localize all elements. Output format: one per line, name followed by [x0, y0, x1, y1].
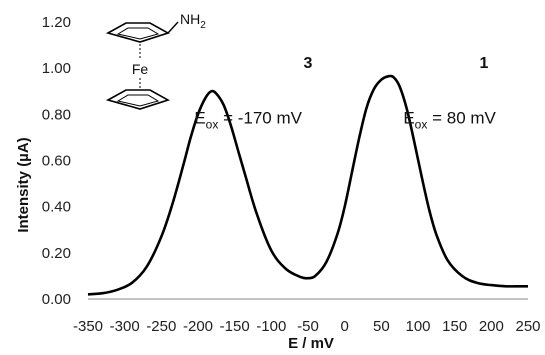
x-tick-labels: -350 -300 -250 -200 -150 -100 -50 0 50 100 150 200 2… [73, 318, 541, 335]
x-tick-label: -150 [220, 318, 250, 335]
x-axis-title: E / mV [288, 335, 334, 352]
x-tick-label: -100 [256, 318, 286, 335]
x-tick-label: 100 [405, 318, 430, 335]
y-tick-label: 0.60 [42, 153, 71, 170]
iron-atom-label: Fe [132, 61, 149, 77]
top-cyclopentadienyl-ring [105, 21, 179, 43]
peak-label-1: 1 [480, 55, 489, 72]
peak-label-3: 3 [304, 55, 313, 72]
x-tick-label: 250 [515, 318, 540, 335]
y-tick-label: 0.80 [42, 106, 71, 123]
x-tick-label: 150 [442, 318, 467, 335]
y-tick-label: 1.00 [42, 60, 71, 77]
x-tick-label: 50 [373, 318, 390, 335]
x-tick-label: -350 [73, 318, 103, 335]
x-tick-label: 0 [340, 318, 348, 335]
x-tick-label: -250 [146, 318, 176, 335]
y-tick-label: 0.40 [42, 199, 71, 216]
aminoferrocene-structure: NH2 Fe [105, 11, 206, 110]
oxidation-potential-label-1: Eox = 80 mV [403, 109, 496, 132]
y-tick-label: 0.00 [42, 291, 71, 308]
series-line [87, 74, 528, 296]
x-tick-label: -200 [183, 318, 213, 335]
x-tick-label: 200 [479, 318, 504, 335]
y-tick-label: 0.20 [42, 245, 71, 262]
y-tick-label: 1.20 [42, 14, 71, 31]
x-tick-label: -300 [110, 318, 140, 335]
oxidation-potential-label-3: Eox = -170 mV [194, 109, 302, 132]
bottom-cyclopentadienyl-ring [105, 89, 171, 110]
x-tick-label: -50 [297, 318, 319, 335]
amino-group-label: NH2 [180, 11, 206, 31]
y-axis-title: Intensity (µA) [15, 137, 32, 232]
y-tick-labels: 0.00 0.20 0.40 0.60 0.80 1.00 1.20 [42, 14, 71, 308]
